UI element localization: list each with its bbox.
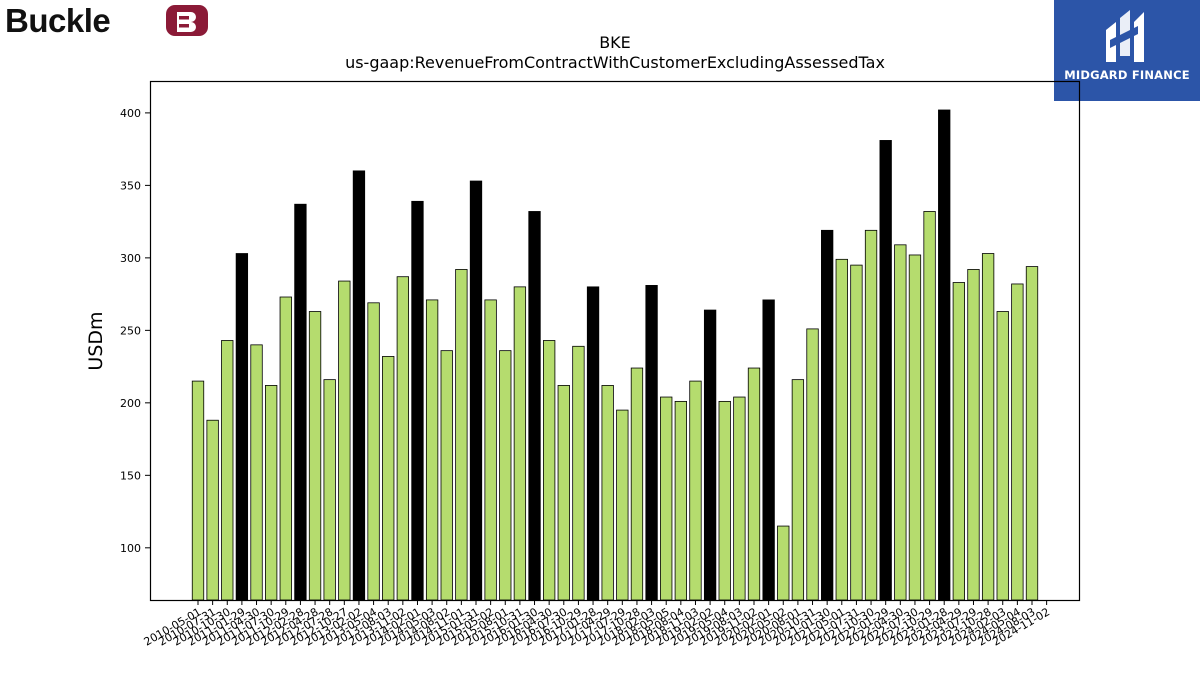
bar-2012-02-28 xyxy=(294,203,307,601)
bar-2024-05-04 xyxy=(1011,283,1024,601)
bar-2022-01-29 xyxy=(879,140,892,601)
bar-2018-08-04 xyxy=(674,400,687,601)
bar-2015-05-02 xyxy=(484,299,497,601)
bar-2020-08-01 xyxy=(791,379,805,601)
bar-2016-07-30 xyxy=(557,385,570,601)
y-tick-label: 250 xyxy=(120,324,141,337)
plot-frame xyxy=(149,80,1081,602)
bar-2017-01-28 xyxy=(586,286,600,601)
bar-2014-02-01 xyxy=(411,200,424,601)
bar-2018-05-05 xyxy=(660,396,673,601)
chart-subtitle: us-gaap:RevenueFromContractWithCustomerE… xyxy=(345,53,885,72)
midgard-finance-logo: MIDGARD FINANCE xyxy=(1054,0,1200,101)
bar-2024-08-03 xyxy=(1025,266,1039,601)
chart-title: BKE xyxy=(599,33,631,52)
bar-2015-10-31 xyxy=(513,286,527,601)
x-axis: 2010-05-012010-07-312010-10-302011-01-29… xyxy=(142,600,1052,649)
bar-2011-01-29 xyxy=(235,253,249,601)
bar-2022-07-30 xyxy=(908,254,922,601)
bar-2010-07-31 xyxy=(206,419,219,601)
y-axis: 100 150 200 250 300 350 400 xyxy=(120,107,150,555)
bar-2019-11-02 xyxy=(747,367,761,601)
bar-2012-10-27 xyxy=(338,280,351,601)
bar-2021-10-30 xyxy=(864,229,878,601)
bar-2016-01-30 xyxy=(528,211,541,601)
bar-2023-10-28 xyxy=(981,253,995,601)
bar-2019-05-04 xyxy=(718,400,731,601)
y-tick-label: 150 xyxy=(120,469,141,482)
bar-2015-01-31 xyxy=(469,180,483,601)
bars-group xyxy=(191,109,1039,601)
buckle-logo-graphic: Buckle xyxy=(5,2,208,39)
bar-2014-08-02 xyxy=(440,350,453,601)
buckle-logo-text: Buckle xyxy=(5,4,110,39)
bar-2021-07-31 xyxy=(850,264,863,601)
bar-2023-01-28 xyxy=(938,109,951,601)
bar-2021-01-30 xyxy=(821,229,834,601)
bar-2011-10-29 xyxy=(279,296,292,601)
bar-2023-04-29 xyxy=(952,282,965,601)
buckle-logo: Buckle xyxy=(4,2,214,40)
bar-2010-05-01 xyxy=(191,380,205,601)
bar-2013-08-03 xyxy=(382,356,395,601)
midgard-mark-icon xyxy=(1106,10,1144,62)
bar-2020-02-01 xyxy=(762,299,775,601)
bar-2020-10-31 xyxy=(806,328,819,601)
bar-2016-04-30 xyxy=(543,340,556,601)
bar-2015-08-01 xyxy=(499,350,512,601)
bar-2022-04-30 xyxy=(894,244,907,601)
bar-2023-07-29 xyxy=(967,269,980,601)
y-axis-label: USDm xyxy=(85,311,107,370)
bar-2013-02-02 xyxy=(352,170,366,601)
bar-2011-04-30 xyxy=(250,344,263,601)
bar-2019-08-03 xyxy=(733,396,746,601)
y-tick-label: 350 xyxy=(120,179,141,192)
bar-2017-10-28 xyxy=(630,367,644,601)
bar-2018-02-03 xyxy=(645,285,658,601)
bar-2019-02-02 xyxy=(703,309,717,601)
bar-2014-11-01 xyxy=(455,269,468,601)
bar-2011-07-30 xyxy=(265,385,278,601)
bar-2022-10-29 xyxy=(923,211,936,601)
bar-2024-02-03 xyxy=(996,311,1009,601)
y-tick-label: 200 xyxy=(120,397,141,410)
y-tick-label: 400 xyxy=(120,107,141,120)
bar-2020-05-02 xyxy=(777,525,790,601)
bar-2010-10-30 xyxy=(221,340,234,601)
b-notch-top xyxy=(179,16,189,20)
y-tick-label: 300 xyxy=(120,252,141,265)
bar-2012-04-28 xyxy=(308,311,322,601)
midgard-finance-label: MIDGARD FINANCE xyxy=(1064,68,1190,82)
bar-2013-05-04 xyxy=(367,302,380,601)
bar-2014-05-03 xyxy=(425,299,439,601)
b-notch-bottom xyxy=(179,24,189,28)
bar-2021-05-01 xyxy=(835,258,848,601)
bar-2016-10-29 xyxy=(572,345,585,601)
bar-2017-04-29 xyxy=(601,385,614,601)
bar-2018-11-03 xyxy=(689,380,702,601)
y-tick-label: 100 xyxy=(120,542,141,555)
bar-2017-07-29 xyxy=(616,409,629,601)
bar-2012-07-28 xyxy=(323,379,336,601)
bar-2013-11-02 xyxy=(396,276,409,601)
